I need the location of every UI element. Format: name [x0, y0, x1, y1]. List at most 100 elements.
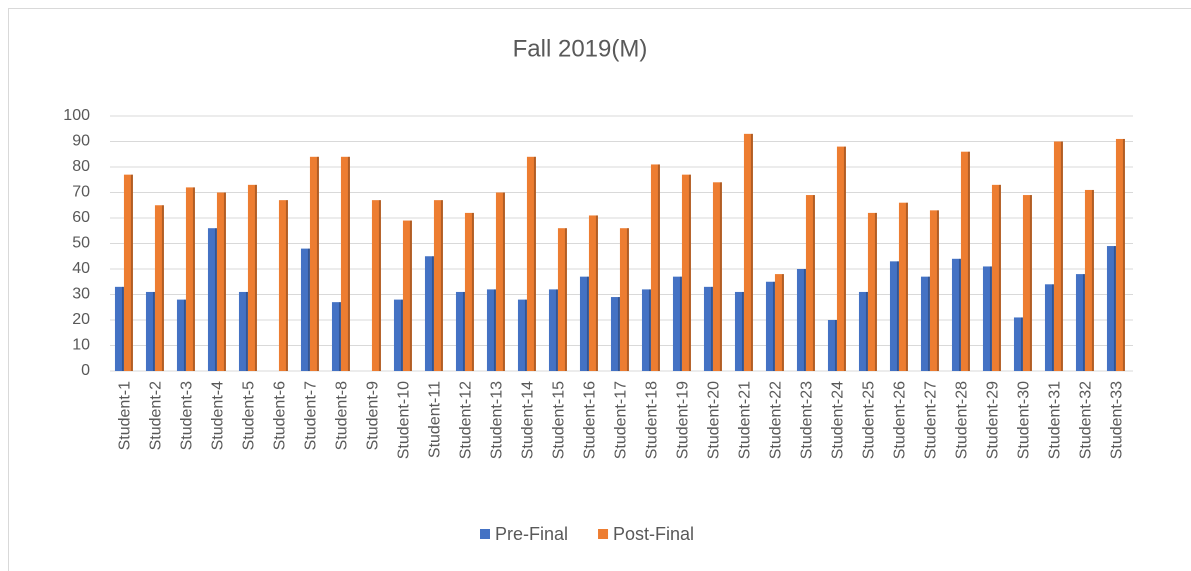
- bar: [1106, 246, 1116, 371]
- bar-side: [812, 195, 815, 371]
- bar-side: [648, 289, 651, 371]
- bar: [619, 228, 629, 371]
- bar: [827, 320, 837, 371]
- bar-side: [772, 281, 775, 371]
- bar: [123, 174, 133, 371]
- bar: [393, 299, 403, 371]
- bar-side: [347, 156, 350, 371]
- bar: [154, 205, 164, 371]
- bar: [1022, 195, 1032, 371]
- bar-side: [555, 289, 558, 371]
- bar: [1084, 189, 1094, 371]
- bar-side: [1122, 138, 1125, 371]
- x-tick-label: Student-3: [179, 381, 196, 450]
- x-tick-label: Student-23: [799, 381, 816, 459]
- bar: [340, 156, 350, 371]
- x-tick-label: Student-22: [768, 381, 785, 459]
- x-tick-label: Student-15: [551, 381, 568, 459]
- bar: [765, 281, 775, 371]
- bar: [867, 212, 877, 371]
- x-tick-label: Student-26: [892, 381, 909, 459]
- bar-side: [1060, 141, 1063, 371]
- bar: [734, 291, 744, 371]
- bar: [610, 297, 620, 371]
- bar-side: [936, 210, 939, 371]
- bar-side: [719, 182, 722, 371]
- bar-side: [710, 286, 713, 371]
- x-tick-label: Student-7: [303, 381, 320, 450]
- bar-side: [214, 228, 217, 371]
- bar-side: [462, 291, 465, 371]
- bar-side: [989, 266, 992, 371]
- bar-side: [245, 291, 248, 371]
- bar: [207, 228, 217, 371]
- bar-side: [843, 146, 846, 371]
- y-tick-label: 0: [81, 362, 90, 379]
- bar: [774, 274, 784, 371]
- bar-side: [998, 184, 1001, 371]
- chart-frame: [8, 8, 1191, 571]
- bar-side: [378, 200, 381, 371]
- x-tick-label: Student-13: [489, 381, 506, 459]
- bar-side: [595, 215, 598, 371]
- legend-label: Post-Final: [613, 524, 694, 544]
- bar: [517, 299, 527, 371]
- x-tick-label: Student-24: [830, 381, 847, 459]
- bar: [929, 210, 939, 371]
- x-tick-label: Student-21: [737, 381, 754, 459]
- y-tick-label: 70: [72, 184, 90, 201]
- bar: [672, 276, 682, 371]
- bar-side: [803, 269, 806, 371]
- bar: [836, 146, 846, 371]
- bar-side: [254, 184, 257, 371]
- bar: [300, 248, 310, 371]
- bar-side: [1082, 274, 1085, 371]
- x-tick-label: Student-12: [458, 381, 475, 459]
- bar-side: [927, 276, 930, 371]
- bar-side: [781, 274, 784, 371]
- bar-side: [533, 156, 536, 371]
- bar: [278, 200, 288, 371]
- bar: [185, 187, 195, 371]
- bar: [145, 291, 155, 371]
- bar: [424, 256, 434, 371]
- bar: [982, 266, 992, 371]
- bar: [1044, 284, 1054, 371]
- bar-side: [865, 291, 868, 371]
- bar-side: [130, 174, 133, 371]
- bar: [247, 184, 257, 371]
- legend-swatch: [480, 529, 490, 539]
- y-tick-label: 90: [72, 133, 90, 150]
- bar: [796, 269, 806, 371]
- bar-side: [1091, 189, 1094, 371]
- bar: [712, 182, 722, 371]
- x-tick-label: Student-17: [613, 381, 630, 459]
- x-tick-label: Student-29: [985, 381, 1002, 459]
- bar: [486, 289, 496, 371]
- bar: [743, 133, 753, 371]
- bar-side: [307, 248, 310, 371]
- y-tick-label: 40: [72, 260, 90, 277]
- x-tick-label: Student-25: [861, 381, 878, 459]
- x-tick-label: Student-9: [365, 381, 382, 450]
- bar: [176, 299, 186, 371]
- y-tick-label: 50: [72, 235, 90, 252]
- bar-side: [316, 156, 319, 371]
- bar-side: [874, 212, 877, 371]
- bar-side: [440, 200, 443, 371]
- bar-side: [1051, 284, 1054, 371]
- bar: [1075, 274, 1085, 371]
- bar-side: [626, 228, 629, 371]
- bar: [579, 276, 589, 371]
- x-tick-label: Student-4: [210, 381, 227, 450]
- legend-label: Pre-Final: [495, 524, 568, 544]
- x-tick-label: Student-27: [923, 381, 940, 459]
- x-tick-label: Student-6: [272, 381, 289, 450]
- bar-side: [161, 205, 164, 371]
- bar-side: [679, 276, 682, 371]
- bar: [650, 164, 660, 371]
- bar-side: [192, 187, 195, 371]
- bar: [331, 302, 341, 371]
- x-tick-label: Student-5: [241, 381, 258, 450]
- x-tick-label: Student-14: [520, 381, 537, 459]
